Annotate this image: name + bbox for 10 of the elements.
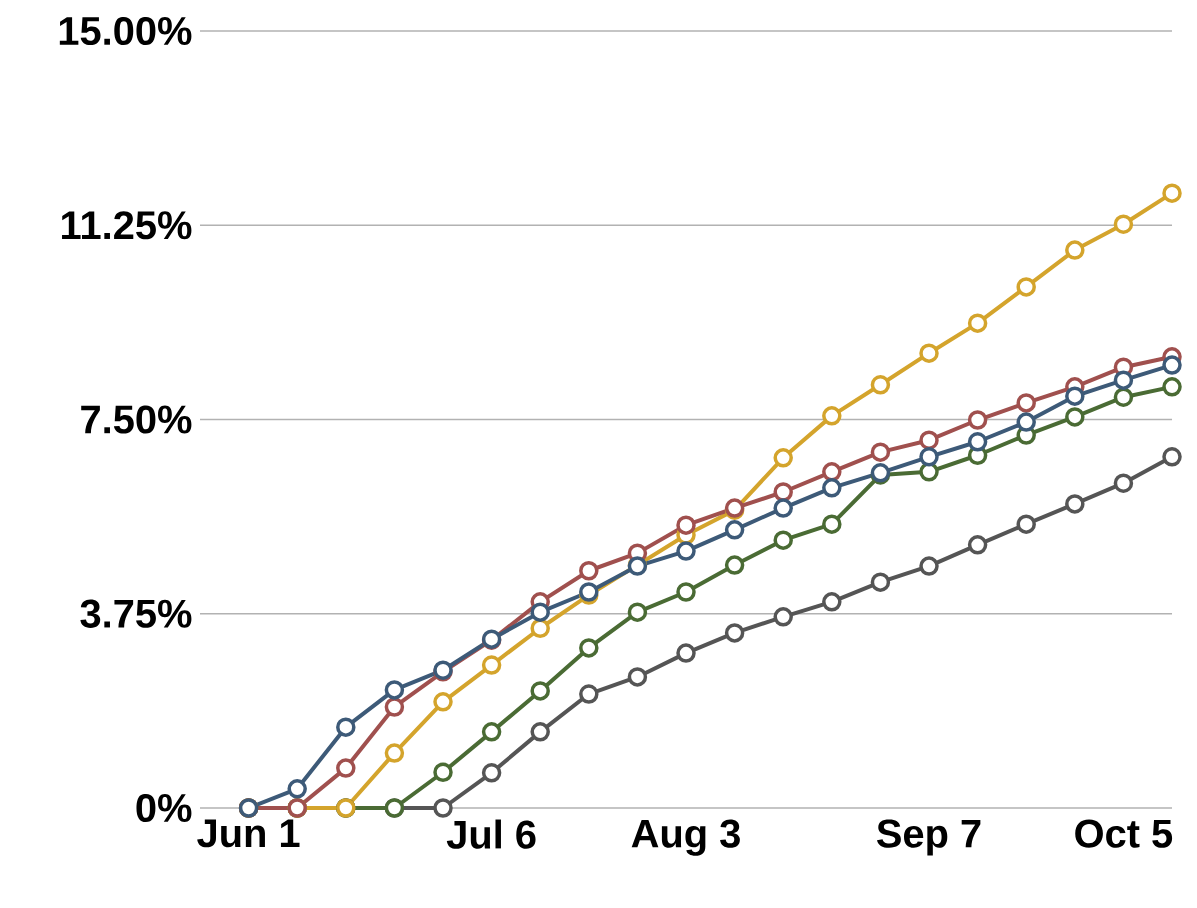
y-tick-label: 0%	[136, 793, 192, 823]
y-tick-label: 3.75%	[80, 599, 192, 628]
x-tick-label: Jun 1	[197, 819, 300, 848]
x-tick-label: Aug 3	[631, 819, 740, 856]
x-tick-label: Jul 6	[446, 819, 536, 849]
x-tick-label: Sep 7	[876, 819, 981, 856]
x-tick-label: Oct 5	[1075, 819, 1173, 848]
y-tick-label: 11.25%	[62, 211, 192, 240]
y-tick-label: 15.00%	[59, 16, 192, 46]
y-tick-label: 7.50%	[81, 405, 192, 434]
